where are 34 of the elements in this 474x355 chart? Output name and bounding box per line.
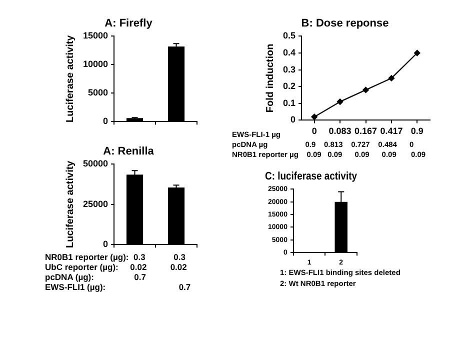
y-tick-label: 25000 [82, 198, 108, 209]
point [336, 98, 344, 105]
x-tick-label: 0.083 [328, 126, 352, 136]
x-tick-label: 0.9 [410, 126, 424, 136]
chart-title: A: Firefly [104, 18, 154, 30]
x-tick-label: 0.417 [380, 126, 403, 136]
y-axis-title: Luciferase activity [64, 34, 76, 123]
y-tick-label: 50000 [82, 158, 108, 169]
y-tick-label: 15000 [82, 30, 108, 41]
text: UbC reporter (µg): 0.02 0.02 [45, 262, 187, 272]
point [362, 86, 369, 94]
x-tick-label: 0 [312, 126, 317, 136]
y-tick-label: 0.2 [282, 81, 296, 92]
y-axis-title: Fold induction [264, 44, 276, 113]
y-tick-label: 0.3 [282, 64, 296, 74]
y-axis-title: Luciferase activity [64, 160, 76, 248]
point [311, 114, 318, 120]
chart-title: C: luciferase activity [265, 171, 358, 183]
chart-title: A: Renilla [103, 146, 155, 158]
y-tick-label: 0.4 [282, 47, 296, 58]
y-tick-label: 5000 [88, 88, 108, 98]
text: EWS-FLI1 (µg): 0.7 [45, 282, 191, 292]
y-tick-label: 0 [103, 116, 108, 126]
text: NR0B1 reporter (µg): 0.3 0.3 [45, 252, 186, 262]
point [414, 50, 420, 56]
y-tick-label: 0.5 [282, 30, 296, 41]
y-tick-label: 0 [290, 114, 296, 125]
point [388, 75, 395, 82]
chart-title: B: Dose reponse [301, 18, 389, 30]
text: pcDNA (µg): 0.7 [45, 272, 146, 282]
y-tick-label: 10000 [82, 59, 108, 70]
y-tick-label: 0.1 [282, 98, 296, 108]
x-tick-label: 0.167 [354, 126, 378, 136]
y-tick-label: 0 [103, 239, 108, 250]
